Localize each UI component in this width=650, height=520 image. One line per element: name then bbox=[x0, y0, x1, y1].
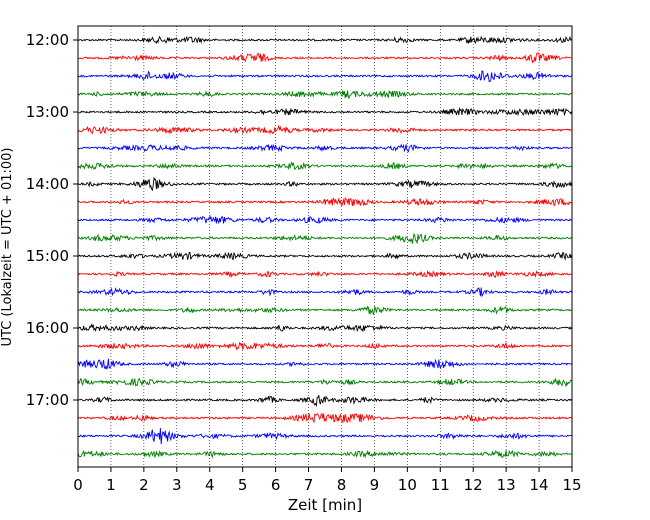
trace-line bbox=[77, 70, 572, 83]
trace-line bbox=[77, 428, 572, 444]
trace-line bbox=[77, 251, 573, 261]
y-tick-label: 14:00 bbox=[26, 175, 69, 193]
trace-line bbox=[77, 377, 572, 387]
y-tick-label: 17:00 bbox=[26, 391, 69, 409]
trace-line bbox=[77, 232, 572, 244]
x-tick-label: 11 bbox=[431, 476, 450, 494]
y-tick-label: 12:00 bbox=[26, 31, 69, 49]
x-tick-label: 8 bbox=[337, 476, 347, 494]
x-tick-label: 14 bbox=[530, 476, 549, 494]
trace-line bbox=[77, 90, 572, 99]
trace-line bbox=[77, 323, 572, 333]
trace-line bbox=[77, 106, 573, 117]
y-axis-ticks: 12:00 13:00 14:00 15:00 16:00 17:00 bbox=[26, 31, 78, 409]
trace-line bbox=[77, 449, 572, 459]
x-axis-ticks: 0 1 2 3 4 5 6 7 8 9 10 11 12 13 14 15 bbox=[73, 467, 582, 494]
trace-line bbox=[77, 341, 572, 351]
y-tick-label: 13:00 bbox=[26, 103, 69, 121]
x-tick-label: 4 bbox=[205, 476, 215, 494]
seismic-traces bbox=[77, 35, 573, 459]
trace-line bbox=[77, 35, 572, 45]
x-tick-label: 12 bbox=[464, 476, 483, 494]
y-tick-label: 15:00 bbox=[26, 247, 69, 265]
x-tick-label: 6 bbox=[271, 476, 281, 494]
plot-frame bbox=[77, 25, 573, 468]
trace-line bbox=[77, 52, 572, 64]
x-tick-label: 10 bbox=[398, 476, 417, 494]
trace-line bbox=[77, 269, 572, 279]
plot-background bbox=[78, 26, 572, 467]
x-tick-label: 2 bbox=[139, 476, 149, 494]
x-tick-label: 5 bbox=[238, 476, 248, 494]
x-axis-label: Zeit [min] bbox=[288, 496, 362, 514]
x-tick-label: 0 bbox=[73, 476, 83, 494]
trace-line bbox=[77, 124, 572, 135]
trace-line bbox=[77, 395, 572, 408]
trace-line bbox=[77, 197, 572, 207]
trace-line bbox=[77, 358, 572, 370]
x-tick-label: 1 bbox=[106, 476, 116, 494]
x-tick-label: 13 bbox=[497, 476, 516, 494]
trace-line bbox=[77, 143, 572, 153]
x-tick-label: 15 bbox=[562, 476, 581, 494]
trace-line bbox=[77, 412, 572, 424]
trace-line bbox=[77, 287, 572, 298]
x-tick-label: 7 bbox=[304, 476, 314, 494]
trace-line bbox=[77, 305, 572, 316]
x-tick-label: 9 bbox=[370, 476, 380, 494]
trace-line bbox=[78, 176, 573, 192]
trace-line bbox=[77, 214, 572, 225]
x-tick-label: 3 bbox=[172, 476, 182, 494]
y-axis-label: UTC (Lokalzeit = UTC + 01:00) bbox=[0, 148, 15, 347]
y-tick-label: 16:00 bbox=[26, 319, 69, 337]
trace-line bbox=[77, 161, 572, 171]
